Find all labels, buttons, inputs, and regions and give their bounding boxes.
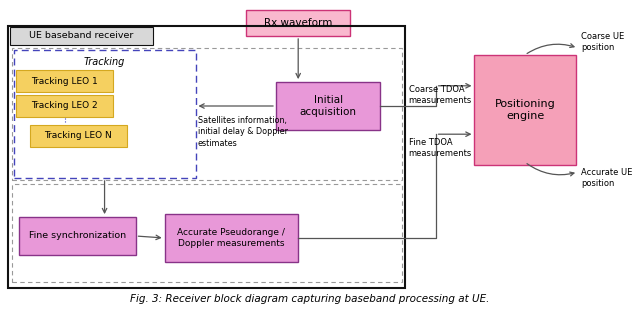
FancyBboxPatch shape — [276, 82, 381, 130]
FancyBboxPatch shape — [474, 55, 576, 165]
FancyBboxPatch shape — [19, 217, 136, 255]
Text: Tracking LEO 1: Tracking LEO 1 — [31, 77, 99, 86]
Text: Accurate Pseudorange /
Doppler measurements: Accurate Pseudorange / Doppler measureme… — [177, 228, 285, 248]
Text: Accurate UE
position: Accurate UE position — [581, 168, 632, 188]
Text: Satellites information,
initial delay & Doppler
estimates: Satellites information, initial delay & … — [198, 116, 287, 148]
Text: Coarse UE
position: Coarse UE position — [581, 32, 624, 52]
FancyBboxPatch shape — [17, 95, 113, 117]
FancyBboxPatch shape — [164, 214, 298, 262]
Text: Tracking LEO 2: Tracking LEO 2 — [31, 101, 98, 110]
Text: Fig. 3: Receiver block diagram capturing baseband processing at UE.: Fig. 3: Receiver block diagram capturing… — [130, 294, 490, 304]
FancyBboxPatch shape — [17, 70, 113, 92]
FancyBboxPatch shape — [30, 125, 127, 147]
Text: Fine TDOA
measurements: Fine TDOA measurements — [408, 138, 472, 158]
FancyBboxPatch shape — [10, 27, 153, 45]
Text: Coarse TDOA
measurements: Coarse TDOA measurements — [408, 85, 472, 105]
FancyBboxPatch shape — [246, 10, 351, 36]
Text: UE baseband receiver: UE baseband receiver — [29, 32, 134, 41]
Text: Initial
acquisition: Initial acquisition — [300, 95, 356, 117]
Text: Fine synchronization: Fine synchronization — [29, 232, 126, 241]
Text: Tracking LEO N: Tracking LEO N — [45, 131, 112, 140]
Text: Tracking: Tracking — [84, 57, 125, 67]
Text: Rx waveform: Rx waveform — [264, 18, 332, 28]
Text: Positioning
engine: Positioning engine — [495, 99, 556, 121]
